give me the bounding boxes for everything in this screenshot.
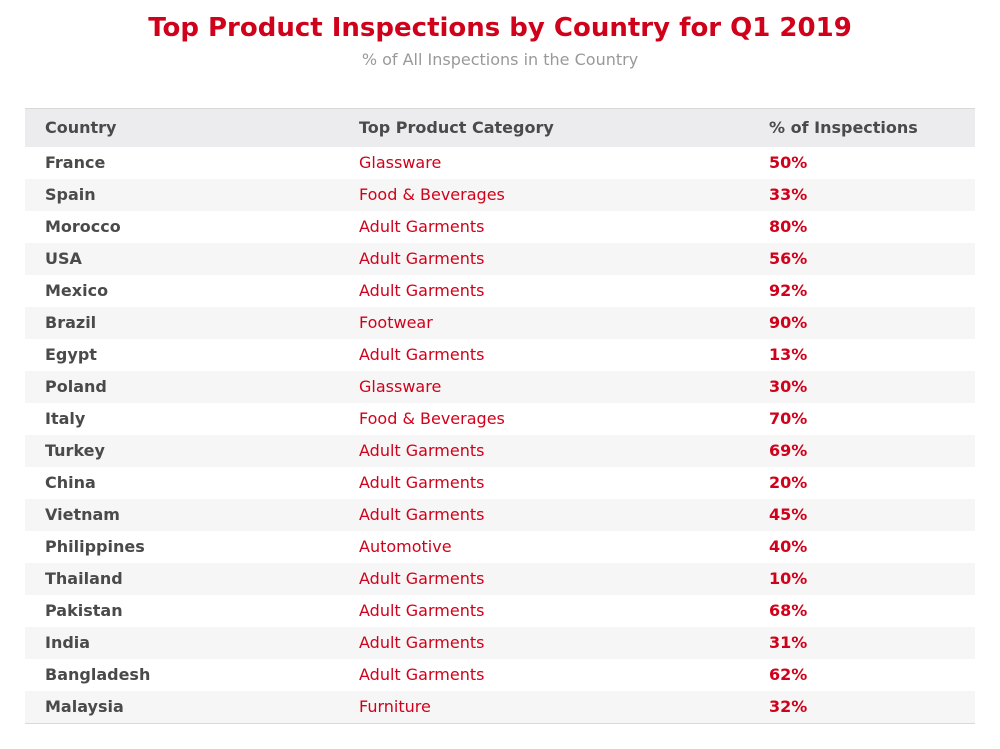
category-cell: Adult Garments <box>359 569 485 588</box>
table-row: Pakistan Adult Garments 68% <box>25 595 975 627</box>
chart-title: Top Product Inspections by Country for Q… <box>148 13 852 43</box>
country-cell: Morocco <box>45 217 121 236</box>
category-cell: Adult Garments <box>359 473 485 492</box>
country-cell: China <box>45 473 96 492</box>
category-cell: Adult Garments <box>359 249 485 268</box>
percent-cell: 40% <box>769 537 808 556</box>
category-cell: Footwear <box>359 313 433 332</box>
percent-cell: 50% <box>769 153 808 172</box>
category-cell: Adult Garments <box>359 601 485 620</box>
table-row: Poland Glassware 30% <box>25 371 975 403</box>
category-cell: Food & Beverages <box>359 409 505 428</box>
table-row: Mexico Adult Garments 92% <box>25 275 975 307</box>
header-percent: % of Inspections <box>769 118 918 137</box>
category-cell: Adult Garments <box>359 505 485 524</box>
percent-cell: 80% <box>769 217 808 236</box>
category-cell: Furniture <box>359 697 431 716</box>
percent-cell: 56% <box>769 249 808 268</box>
inspections-table: Country Top Product Category % of Inspec… <box>25 108 975 724</box>
table-row: Malaysia Furniture 32% <box>25 691 975 723</box>
table-header-row: Country Top Product Category % of Inspec… <box>25 109 975 147</box>
table-row: Thailand Adult Garments 10% <box>25 563 975 595</box>
table-row: Brazil Footwear 90% <box>25 307 975 339</box>
table-row: Vietnam Adult Garments 45% <box>25 499 975 531</box>
percent-cell: 92% <box>769 281 808 300</box>
percent-cell: 62% <box>769 665 808 684</box>
country-cell: India <box>45 633 91 652</box>
country-cell: Egypt <box>45 345 97 364</box>
country-cell: Mexico <box>45 281 109 300</box>
percent-cell: 33% <box>769 185 808 204</box>
table-row: India Adult Garments 31% <box>25 627 975 659</box>
percent-cell: 69% <box>769 441 808 460</box>
percent-cell: 70% <box>769 409 808 428</box>
table-row: Morocco Adult Garments 80% <box>25 211 975 243</box>
table-body: France Glassware 50% Spain Food & Beverages 3… <box>25 147 975 723</box>
country-cell: Spain <box>45 185 96 204</box>
category-cell: Adult Garments <box>359 633 485 652</box>
table-row: Philippines Automotive 40% <box>25 531 975 563</box>
percent-cell: 10% <box>769 569 808 588</box>
chart-subtitle: % of All Inspections in the Country <box>361 50 639 69</box>
percent-cell: 30% <box>769 377 808 396</box>
country-cell: Turkey <box>45 441 105 460</box>
country-cell: USA <box>45 249 82 268</box>
category-cell: Automotive <box>359 537 452 556</box>
country-cell: Thailand <box>45 569 123 588</box>
category-cell: Adult Garments <box>359 281 485 300</box>
country-cell: Brazil <box>45 313 97 332</box>
percent-cell: 90% <box>769 313 808 332</box>
percent-cell: 13% <box>769 345 808 364</box>
table-row: Bangladesh Adult Garments 62% <box>25 659 975 691</box>
table-row: France Glassware 50% <box>25 147 975 179</box>
country-cell: Bangladesh <box>45 665 151 684</box>
table-row: Spain Food & Beverages 33% <box>25 179 975 211</box>
percent-cell: 68% <box>769 601 808 620</box>
percent-cell: 32% <box>769 697 808 716</box>
country-cell: Poland <box>45 377 107 396</box>
percent-cell: 31% <box>769 633 808 652</box>
country-cell: Vietnam <box>45 505 120 524</box>
category-cell: Glassware <box>359 377 442 396</box>
table-row: USA Adult Garments 56% <box>25 243 975 275</box>
country-cell: Italy <box>45 409 86 428</box>
category-cell: Adult Garments <box>359 665 485 684</box>
category-cell: Glassware <box>359 153 442 172</box>
country-cell: Philippines <box>45 537 145 556</box>
header-category: Top Product Category <box>359 118 554 137</box>
category-cell: Adult Garments <box>359 217 485 236</box>
category-cell: Food & Beverages <box>359 185 505 204</box>
category-cell: Adult Garments <box>359 345 485 364</box>
table-row: Italy Food & Beverages 70% <box>25 403 975 435</box>
header-country: Country <box>45 118 117 137</box>
country-cell: Malaysia <box>45 697 124 716</box>
country-cell: France <box>45 153 106 172</box>
table-row: Egypt Adult Garments 13% <box>25 339 975 371</box>
category-cell: Adult Garments <box>359 441 485 460</box>
percent-cell: 20% <box>769 473 808 492</box>
country-cell: Pakistan <box>45 601 123 620</box>
percent-cell: 45% <box>769 505 808 524</box>
table-row: China Adult Garments 20% <box>25 467 975 499</box>
table-row: Turkey Adult Garments 69% <box>25 435 975 467</box>
